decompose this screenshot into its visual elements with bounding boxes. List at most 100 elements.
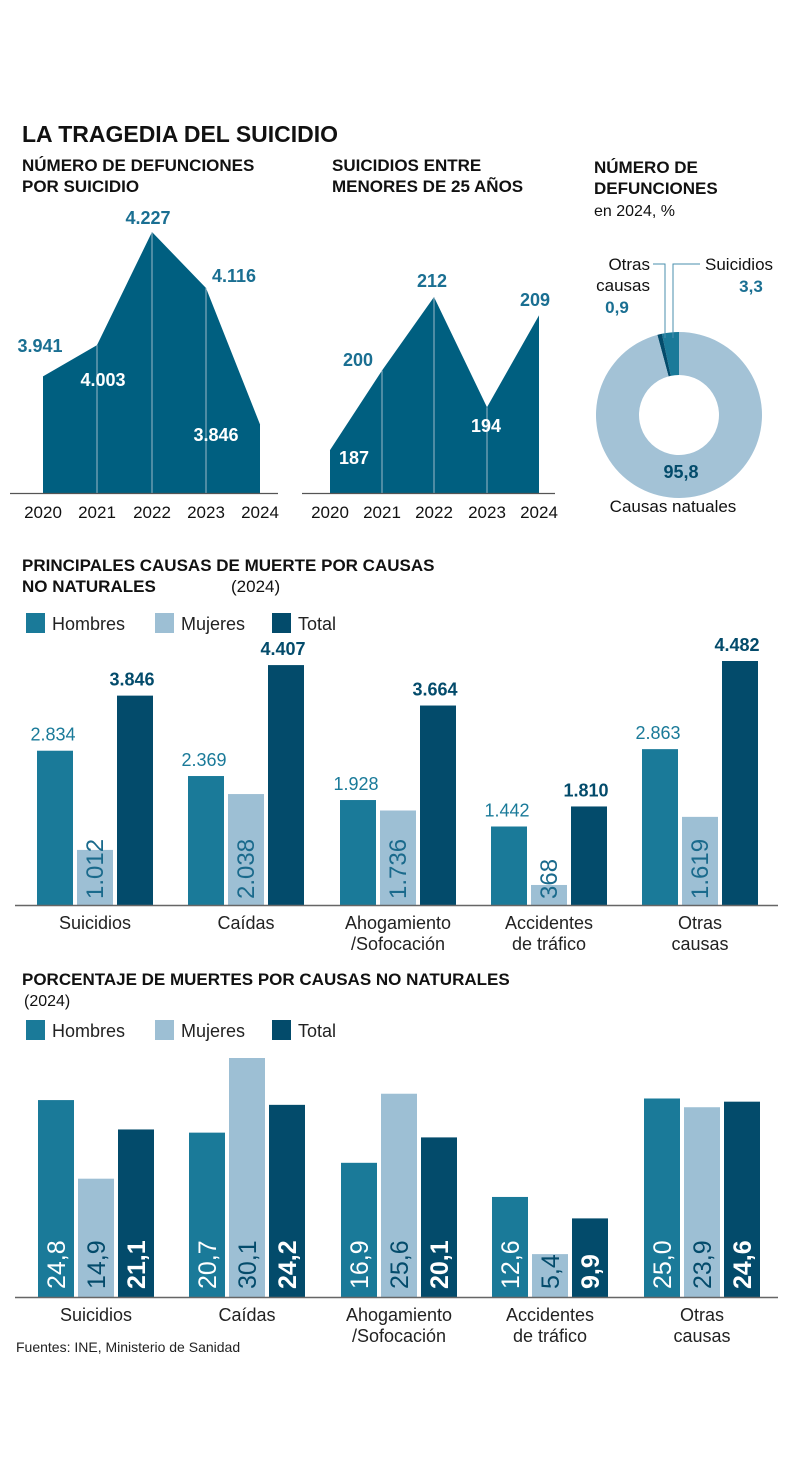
main-title: LA TRAGEDIA DEL SUICIDIO bbox=[22, 121, 338, 147]
data-label: 24,6 bbox=[729, 1240, 757, 1289]
bar-hombres bbox=[341, 1162, 377, 1297]
category-label: Caídas bbox=[218, 1305, 275, 1325]
data-label: 2.863 bbox=[635, 723, 680, 743]
data-label: 20,7 bbox=[194, 1240, 222, 1289]
data-label: 2.038 bbox=[233, 839, 260, 899]
bar-hombres bbox=[644, 1098, 680, 1297]
bar-hombres bbox=[491, 826, 527, 905]
category-label: Caídas bbox=[217, 913, 274, 933]
data-label: 194 bbox=[471, 416, 501, 436]
bar-hombres bbox=[642, 749, 678, 905]
data-label: 3.846 bbox=[109, 670, 154, 690]
slice-name: Causas natuales bbox=[610, 497, 737, 516]
data-label: 21,1 bbox=[123, 1240, 151, 1289]
bar-total bbox=[571, 806, 607, 905]
bar-mujeres bbox=[381, 1093, 417, 1297]
data-label: 200 bbox=[343, 350, 373, 370]
bar-total bbox=[118, 1129, 154, 1297]
x-tick-label: 2022 bbox=[133, 503, 171, 522]
bar-mujeres bbox=[228, 794, 264, 905]
chart-title: MENORES DE 25 AÑOS bbox=[332, 176, 523, 196]
legend-label: Mujeres bbox=[181, 1021, 245, 1041]
bar-hombres bbox=[38, 1100, 74, 1297]
data-label: 1.012 bbox=[82, 839, 109, 899]
bar-total bbox=[724, 1101, 760, 1297]
x-tick-label: 2023 bbox=[468, 503, 506, 522]
data-label: 30,1 bbox=[234, 1240, 262, 1289]
legend-label: Total bbox=[298, 614, 336, 634]
chart-title-suffix: (2024) bbox=[231, 577, 280, 596]
chart-title: NO NATURALES bbox=[22, 577, 156, 596]
bar-total bbox=[421, 1137, 457, 1297]
data-label: 187 bbox=[339, 448, 369, 468]
data-label: 1.928 bbox=[333, 774, 378, 794]
donut-slice-causas-naturales bbox=[596, 332, 762, 498]
donut-slice-suicidios bbox=[661, 332, 679, 376]
x-tick-label: 2021 bbox=[363, 503, 401, 522]
slice-name: Suicidios bbox=[705, 255, 773, 274]
chart-title: PRINCIPALES CAUSAS DE MUERTE POR CAUSAS bbox=[22, 556, 434, 575]
data-label: 9,9 bbox=[577, 1254, 605, 1289]
x-tick-label: 2022 bbox=[415, 503, 453, 522]
bar-total bbox=[572, 1218, 608, 1297]
data-label: 209 bbox=[520, 290, 550, 310]
bar-hombres bbox=[37, 750, 73, 905]
x-tick-label: 2024 bbox=[241, 503, 279, 522]
data-label: 16,9 bbox=[346, 1240, 374, 1289]
bar-hombres bbox=[189, 1132, 225, 1297]
category-label: Suicidios bbox=[59, 913, 131, 933]
data-label: 3.664 bbox=[412, 680, 457, 700]
bar-total bbox=[117, 695, 153, 905]
chart-title: PORCENTAJE DE MUERTES POR CAUSAS NO NATU… bbox=[22, 970, 510, 989]
bar-mujeres bbox=[682, 816, 718, 905]
category-label: Otras bbox=[680, 1305, 724, 1325]
data-label: 2.834 bbox=[30, 725, 75, 745]
data-label: 12,6 bbox=[497, 1240, 525, 1289]
bar-hombres bbox=[492, 1196, 528, 1297]
data-label: 4.482 bbox=[714, 635, 759, 655]
x-tick-label: 2020 bbox=[24, 503, 62, 522]
legend-swatch-mujeres bbox=[155, 613, 174, 633]
data-label: 25,0 bbox=[649, 1240, 677, 1289]
data-label: 24,2 bbox=[274, 1240, 302, 1289]
bar-mujeres bbox=[380, 810, 416, 905]
data-label: 212 bbox=[417, 271, 447, 291]
data-label: 4.003 bbox=[80, 370, 125, 390]
chart-title: NÚMERO DE bbox=[594, 158, 698, 177]
data-label: 1.810 bbox=[563, 780, 608, 800]
category-label: de tráfico bbox=[512, 934, 586, 954]
legend-label: Mujeres bbox=[181, 614, 245, 634]
slice-name: Otras bbox=[608, 255, 650, 274]
data-label: 1.736 bbox=[385, 839, 412, 899]
category-label: Ahogamiento bbox=[345, 913, 451, 933]
category-label: Accidentes bbox=[506, 1305, 594, 1325]
legend-label: Hombres bbox=[52, 1021, 125, 1041]
chart-title-suffix: (2024) bbox=[24, 993, 70, 1010]
legend-swatch-total bbox=[272, 1020, 291, 1040]
bar-mujeres bbox=[78, 1178, 114, 1297]
data-label: 3.846 bbox=[193, 425, 238, 445]
data-label: 4.227 bbox=[125, 208, 170, 228]
category-label: de tráfico bbox=[513, 1326, 587, 1346]
slice-value: 0,9 bbox=[605, 298, 629, 317]
chart-title: SUICIDIOS ENTRE bbox=[332, 156, 481, 175]
category-label: causas bbox=[671, 934, 728, 954]
data-label: 20,1 bbox=[426, 1240, 454, 1289]
category-label: Accidentes bbox=[505, 913, 593, 933]
category-label: /Sofocación bbox=[352, 1326, 446, 1346]
bar-mujeres bbox=[532, 1254, 568, 1297]
x-tick-label: 2023 bbox=[187, 503, 225, 522]
data-label: 5,4 bbox=[537, 1254, 565, 1289]
bar-total bbox=[268, 665, 304, 905]
chart-title: NÚMERO DE DEFUNCIONES bbox=[22, 156, 254, 175]
data-label: 23,9 bbox=[689, 1240, 717, 1289]
data-label: 25,6 bbox=[386, 1240, 414, 1289]
legend-swatch-total bbox=[272, 613, 291, 633]
data-label: 14,9 bbox=[83, 1240, 111, 1289]
data-label: 2.369 bbox=[181, 750, 226, 770]
data-label: 3.941 bbox=[17, 336, 62, 356]
legend-swatch-hombres bbox=[26, 613, 45, 633]
bar-mujeres bbox=[77, 849, 113, 905]
x-tick-label: 2024 bbox=[520, 503, 558, 522]
